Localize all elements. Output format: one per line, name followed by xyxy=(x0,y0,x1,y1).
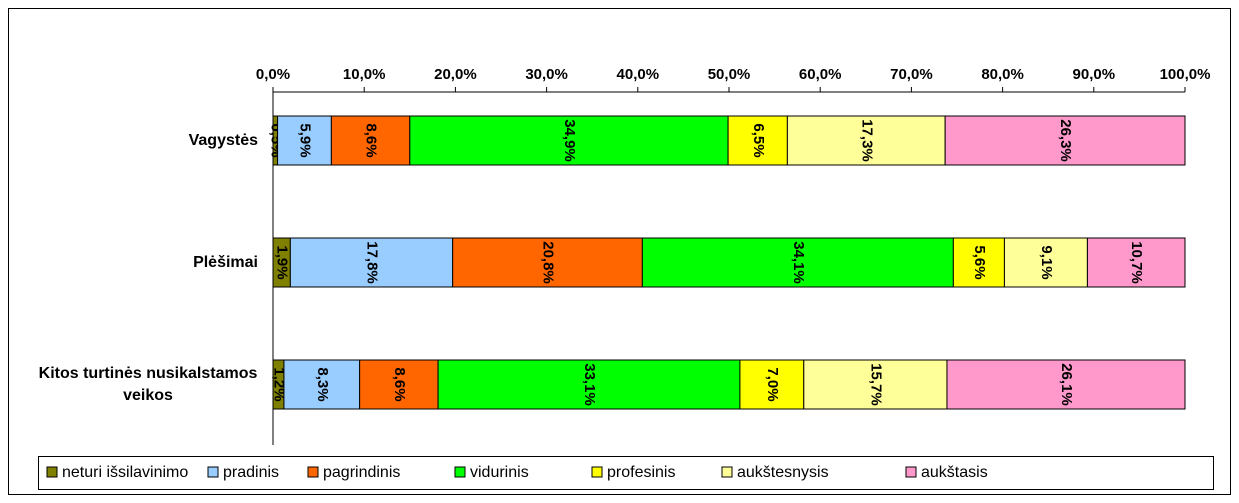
data-label: 1,2% xyxy=(271,367,288,401)
bar-segment xyxy=(359,359,439,410)
data-label: 6,5% xyxy=(750,123,767,157)
legend-label: neturi išsilavinimo xyxy=(62,464,188,481)
legend-swatch xyxy=(905,466,917,478)
legend-label: pradinis xyxy=(223,464,279,481)
data-label: 34,1% xyxy=(790,241,807,284)
data-label: 9,1% xyxy=(1038,245,1055,279)
x-tick-label: 80,0% xyxy=(981,66,1024,83)
data-label: 33,1% xyxy=(581,363,598,406)
data-label: 17,8% xyxy=(364,241,381,284)
y-tick-label: Vagystės xyxy=(188,131,258,149)
x-tick-label: 60,0% xyxy=(799,66,842,83)
bar-segment xyxy=(944,115,1186,166)
data-label: 26,3% xyxy=(1057,119,1074,162)
y-tick-label: Kitos turtinės nusikalstamos veikos xyxy=(38,364,258,404)
bar-segment xyxy=(1003,237,1088,288)
legend-swatch xyxy=(307,466,319,478)
bar-segment xyxy=(452,237,643,288)
x-tick-label: 90,0% xyxy=(1073,66,1116,83)
category-label-box: Plėšimai xyxy=(38,233,258,293)
legend-label: aukštesnysis xyxy=(737,464,829,481)
bar-segment xyxy=(946,359,1186,410)
data-label: 17,3% xyxy=(858,119,875,162)
data-label: 26,1% xyxy=(1058,363,1075,406)
bar-segment xyxy=(330,115,411,166)
bar-segment xyxy=(739,359,805,410)
data-label: 20,8% xyxy=(540,241,557,284)
legend-swatch xyxy=(207,466,219,478)
x-tick-label: 0,0% xyxy=(256,66,290,83)
legend-label: vidurinis xyxy=(470,464,529,481)
x-tick-label: 20,0% xyxy=(434,66,477,83)
legend-swatch xyxy=(454,466,466,478)
data-label: 8,3% xyxy=(314,367,331,401)
data-label: 8,6% xyxy=(391,367,408,401)
data-label: 5,9% xyxy=(296,123,313,157)
data-label: 8,6% xyxy=(363,123,380,157)
x-tick-label: 50,0% xyxy=(708,66,751,83)
category-label-box: Vagystės xyxy=(38,111,258,171)
bar-segment xyxy=(289,237,454,288)
legend-swatch xyxy=(46,466,58,478)
x-tick-label: 40,0% xyxy=(617,66,660,83)
bar-segment xyxy=(277,115,332,166)
data-label: 10,7% xyxy=(1128,241,1145,284)
x-tick-label: 100,0% xyxy=(1160,66,1211,83)
data-label: 34,9% xyxy=(561,119,578,162)
x-tick-label: 10,0% xyxy=(343,66,386,83)
legend-swatch xyxy=(721,466,733,478)
chart-frame xyxy=(8,8,1231,495)
data-label: 15,7% xyxy=(867,363,884,406)
data-label: 1,9% xyxy=(274,245,291,279)
legend-box xyxy=(38,456,1214,490)
bar-segment xyxy=(1086,237,1186,288)
bar-segment xyxy=(786,115,946,166)
category-label-box: Kitos turtinės nusikalstamos veikos xyxy=(38,355,258,415)
legend-label: aukštasis xyxy=(921,464,988,481)
legend-swatch xyxy=(591,466,603,478)
y-tick-label: Plėšimai xyxy=(193,253,258,271)
x-tick-label: 70,0% xyxy=(890,66,933,83)
bar-segment xyxy=(409,115,729,166)
x-tick-label: 30,0% xyxy=(525,66,568,83)
data-label: 7,0% xyxy=(764,367,781,401)
data-label: 5,6% xyxy=(971,245,988,279)
legend-label: pagrindinis xyxy=(323,464,400,481)
bar-segment xyxy=(641,237,954,288)
legend-label: profesinis xyxy=(607,464,675,481)
